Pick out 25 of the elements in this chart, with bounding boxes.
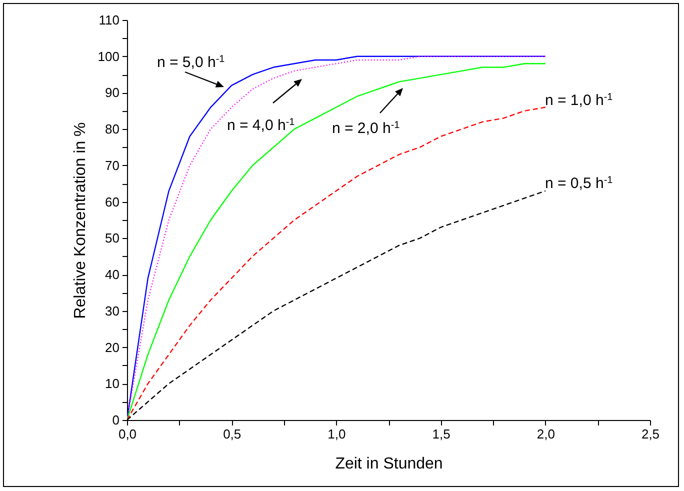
x-axis-title: Zeit in Stunden xyxy=(335,456,443,472)
y-tick-label: 0 xyxy=(112,412,120,428)
y-tick-label: 90 xyxy=(105,85,120,100)
y-tick-label: 100 xyxy=(98,48,120,64)
y-tick-label: 10 xyxy=(105,376,120,392)
annotation: n = 2,0 h$^{-1}$ xyxy=(332,120,400,137)
annotation: n = 5,0 h$^{-1}$ xyxy=(157,54,226,71)
annotation: n = 1,0 h$^{-1}$ xyxy=(545,92,614,109)
x-tick-label: 2,0 xyxy=(536,426,555,442)
x-tick-label: 0,0 xyxy=(118,426,137,442)
x-tick-label: 0,5 xyxy=(223,426,242,442)
annotation: n = 4,0 h$^{-1}$ xyxy=(227,116,296,134)
y-tick-label: 30 xyxy=(105,303,120,318)
x-tick-label: 1,5 xyxy=(432,426,450,442)
x-tick-label: 2,5 xyxy=(641,426,660,442)
y-axis-title: Relative Konzentration in % xyxy=(72,122,89,319)
y-tick-label: 20 xyxy=(105,340,120,355)
y-tick-label: 110 xyxy=(98,12,120,28)
x-tick-label: 1,0 xyxy=(328,426,346,442)
y-tick-label: 80 xyxy=(105,122,120,137)
annotation: n = 0,5 h$^{-1}$ xyxy=(545,174,614,192)
y-tick-label: 70 xyxy=(105,158,120,173)
y-tick-label: 50 xyxy=(105,230,120,246)
y-tick-label: 60 xyxy=(105,194,120,210)
y-tick-label: 40 xyxy=(105,267,120,282)
